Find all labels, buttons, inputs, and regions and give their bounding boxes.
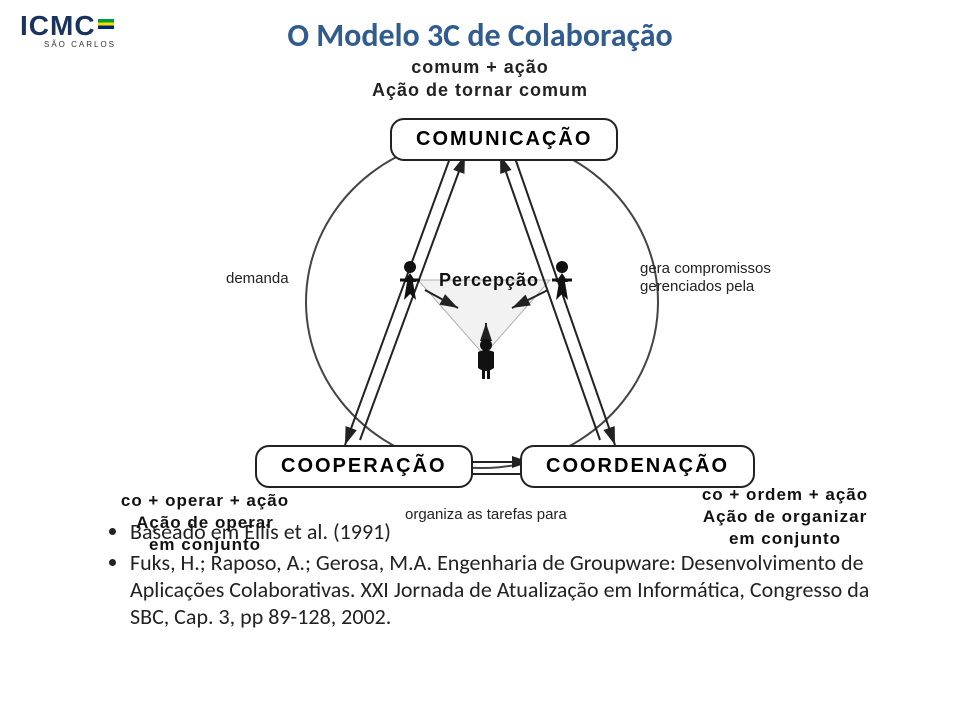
person-icon-2 [548,260,576,302]
box-cooperacao: COOPERAÇÃO [255,445,473,488]
box-comunicacao-label: COMUNICAÇÃO [416,128,592,150]
3c-diagram: COMUNICAÇÃO COOPERAÇÃO COORDENAÇÃO Perce… [150,100,810,520]
box-coordenacao-label: COORDENAÇÃO [546,455,729,477]
def-coord-l2: Ação de organizar [703,507,867,526]
subtitle-line2: Ação de tornar comum [372,80,588,100]
def-coop-l1: co + operar + ação [121,491,289,510]
person-icon-1 [396,260,424,302]
box-comunicacao: COMUNICAÇÃO [390,118,618,161]
label-demanda: demanda [226,270,289,287]
label-gera-l2: gerenciados pela [640,278,754,295]
label-gera: gera compromissos gerenciados pela [640,260,771,296]
label-gera-l1: gera compromissos [640,260,771,277]
def-coop-l2: Ação de operar [136,513,274,532]
box-cooperacao-label: COOPERAÇÃO [281,455,447,477]
slide-title: O Modelo 3C de Colaboração [0,16,960,55]
slide-canvas: ICMC SÃO CARLOS O Modelo 3C de Colaboraç… [0,0,960,716]
perception-label: Percepção [439,270,539,291]
box-coordenacao: COORDENAÇÃO [520,445,755,488]
subtitle-line1: comum + ação [411,57,549,77]
bullet-2: Fuks, H.; Raposo, A.; Gerosa, M.A. Engen… [130,549,900,630]
person-icon-3 [472,338,500,380]
def-cooperacao: co + operar + ação Ação de operar em con… [110,490,300,556]
label-organiza: organiza as tarefas para [405,506,567,523]
def-coord-l3: em conjunto [729,529,841,548]
def-coord-l1: co + ordem + ação [702,485,868,504]
title-definition: comum + ação Ação de tornar comum [0,56,960,101]
def-coordenacao: co + ordem + ação Ação de organizar em c… [690,484,880,550]
def-coop-l3: em conjunto [149,535,261,554]
